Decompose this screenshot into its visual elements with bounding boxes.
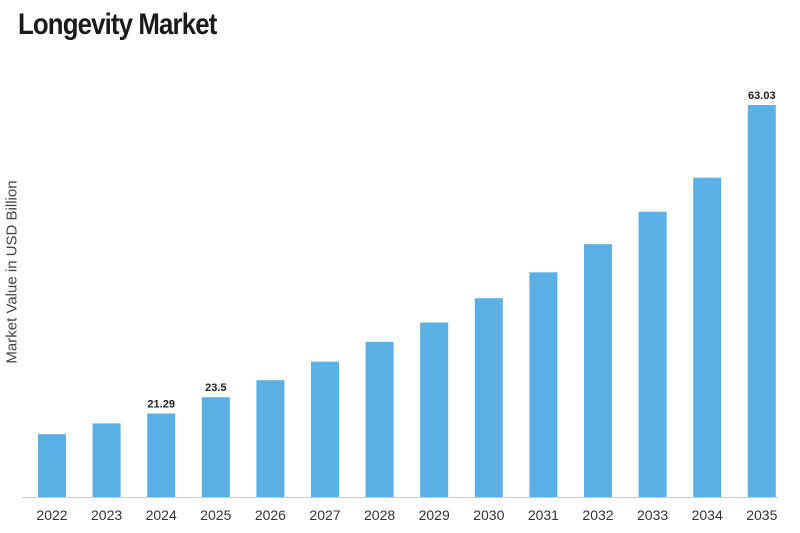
bars-group <box>38 105 776 497</box>
bar-2034 <box>693 177 722 497</box>
x-tick-label-2027: 2027 <box>309 507 340 523</box>
data-label-2035: 63.03 <box>748 90 776 102</box>
x-tick-label-2022: 2022 <box>36 507 67 523</box>
data-labels: 21.29 23.5 63.03 <box>147 90 775 411</box>
x-tick-labels: 2022 2023 2024 2025 2026 2027 2028 2029 2030 2031… <box>36 507 777 523</box>
data-label-2024: 21.29 <box>147 399 175 411</box>
x-tick-label-2029: 2029 <box>419 507 450 523</box>
x-tick-label-2032: 2032 <box>582 507 613 523</box>
x-tick-label-2030: 2030 <box>473 507 504 523</box>
x-tick-label-2024: 2024 <box>146 507 177 523</box>
x-tick-label-2026: 2026 <box>255 507 286 523</box>
x-tick-label-2034: 2034 <box>692 507 723 523</box>
bar-2033 <box>638 211 667 497</box>
data-label-2025: 23.5 <box>205 382 226 394</box>
bar-2032 <box>584 244 612 497</box>
bar-2030 <box>474 298 503 497</box>
x-tick-label-2025: 2025 <box>200 507 231 523</box>
bar-2035 <box>747 105 776 497</box>
bar-2027 <box>311 361 339 497</box>
x-tick-label-2023: 2023 <box>91 507 122 523</box>
bar-2026 <box>256 380 285 497</box>
chart-title: Longevity Market <box>18 8 217 41</box>
bar-2023 <box>92 423 121 497</box>
x-tick-label-2031: 2031 <box>528 507 559 523</box>
x-tick-label-2033: 2033 <box>637 507 668 523</box>
bar-2024 <box>147 413 176 497</box>
x-tick-label-2028: 2028 <box>364 507 395 523</box>
bar-2031 <box>529 272 558 497</box>
bar-2028 <box>365 341 394 497</box>
bar-2022 <box>38 434 66 497</box>
x-tick-label-2035: 2035 <box>746 507 777 523</box>
bar-2029 <box>420 322 449 497</box>
bar-2025 <box>201 397 230 497</box>
